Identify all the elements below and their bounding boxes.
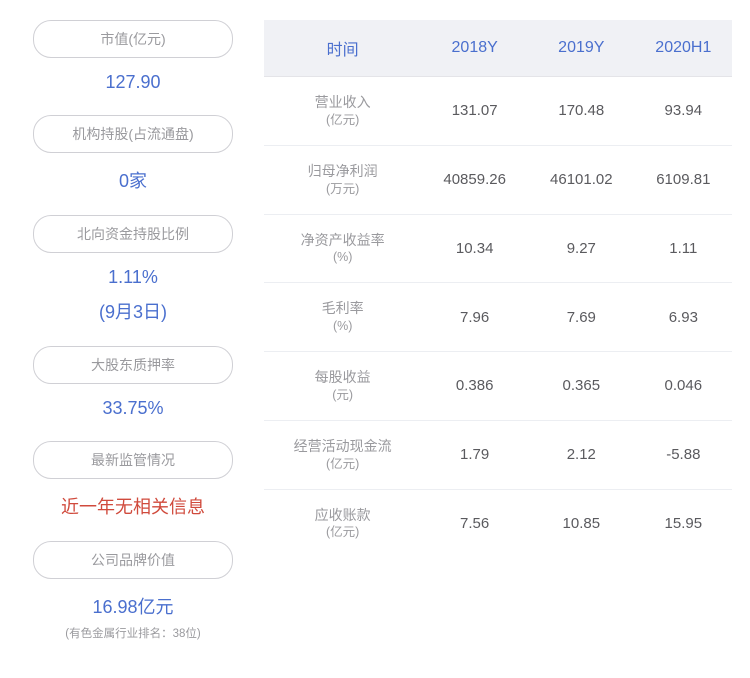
cell: 7.69	[528, 283, 635, 352]
cell: 0.365	[528, 352, 635, 421]
cell: -5.88	[635, 420, 732, 489]
col-time: 时间	[264, 20, 421, 77]
cell: 170.48	[528, 77, 635, 146]
northbound-value: 1.11%	[18, 267, 248, 288]
regulatory-label: 最新监管情况	[33, 441, 233, 479]
col-2018: 2018Y	[421, 20, 528, 77]
northbound-date: (9月3日)	[18, 298, 248, 324]
table-row: 经营活动现金流 (亿元) 1.79 2.12 -5.88	[264, 420, 732, 489]
table-row: 毛利率 (%) 7.96 7.69 6.93	[264, 283, 732, 352]
northbound-label: 北向资金持股比例	[33, 215, 233, 253]
table-row: 归母净利润 (万元) 40859.26 46101.02 6109.81	[264, 145, 732, 214]
financials-table: 时间 2018Y 2019Y 2020H1 营业收入 (亿元) 131.07 1…	[264, 20, 732, 557]
row-label-net-profit: 归母净利润 (万元)	[264, 145, 421, 214]
row-label-roe: 净资产收益率 (%)	[264, 214, 421, 283]
col-2019: 2019Y	[528, 20, 635, 77]
row-label-eps: 每股收益 (元)	[264, 352, 421, 421]
cell: 6109.81	[635, 145, 732, 214]
cell: 9.27	[528, 214, 635, 283]
cell: 0.386	[421, 352, 528, 421]
institution-hold-label: 机构持股(占流通盘)	[33, 115, 233, 153]
brand-value-note: (有色金属行业排名：38位)	[18, 625, 248, 641]
cell: 7.56	[421, 489, 528, 557]
row-label-revenue: 营业收入 (亿元)	[264, 77, 421, 146]
summary-panel: 市值(亿元) 127.90 机构持股(占流通盘) 0家 北向资金持股比例 1.1…	[18, 20, 248, 658]
cell: 0.046	[635, 352, 732, 421]
market-cap-value: 127.90	[18, 72, 248, 93]
institution-hold-value: 0家	[18, 167, 248, 193]
cell: 93.94	[635, 77, 732, 146]
cell: 15.95	[635, 489, 732, 557]
table-row: 净资产收益率 (%) 10.34 9.27 1.11	[264, 214, 732, 283]
table-row: 每股收益 (元) 0.386 0.365 0.046	[264, 352, 732, 421]
cell: 46101.02	[528, 145, 635, 214]
cell: 2.12	[528, 420, 635, 489]
cell: 1.79	[421, 420, 528, 489]
market-cap-label: 市值(亿元)	[33, 20, 233, 58]
cell: 131.07	[421, 77, 528, 146]
financials-table-panel: 时间 2018Y 2019Y 2020H1 营业收入 (亿元) 131.07 1…	[248, 20, 732, 658]
row-label-receivables: 应收账款 (亿元)	[264, 489, 421, 557]
table-header-row: 时间 2018Y 2019Y 2020H1	[264, 20, 732, 77]
cell: 7.96	[421, 283, 528, 352]
brand-value-value: 16.98亿元	[18, 593, 248, 619]
brand-value-label: 公司品牌价值	[33, 541, 233, 579]
row-label-ocf: 经营活动现金流 (亿元)	[264, 420, 421, 489]
table-row: 营业收入 (亿元) 131.07 170.48 93.94	[264, 77, 732, 146]
regulatory-value: 近一年无相关信息	[18, 493, 248, 519]
table-row: 应收账款 (亿元) 7.56 10.85 15.95	[264, 489, 732, 557]
cell: 10.85	[528, 489, 635, 557]
pledge-rate-value: 33.75%	[18, 398, 248, 419]
cell: 40859.26	[421, 145, 528, 214]
pledge-rate-label: 大股东质押率	[33, 346, 233, 384]
col-2020h1: 2020H1	[635, 20, 732, 77]
cell: 10.34	[421, 214, 528, 283]
cell: 6.93	[635, 283, 732, 352]
cell: 1.11	[635, 214, 732, 283]
row-label-gross-margin: 毛利率 (%)	[264, 283, 421, 352]
